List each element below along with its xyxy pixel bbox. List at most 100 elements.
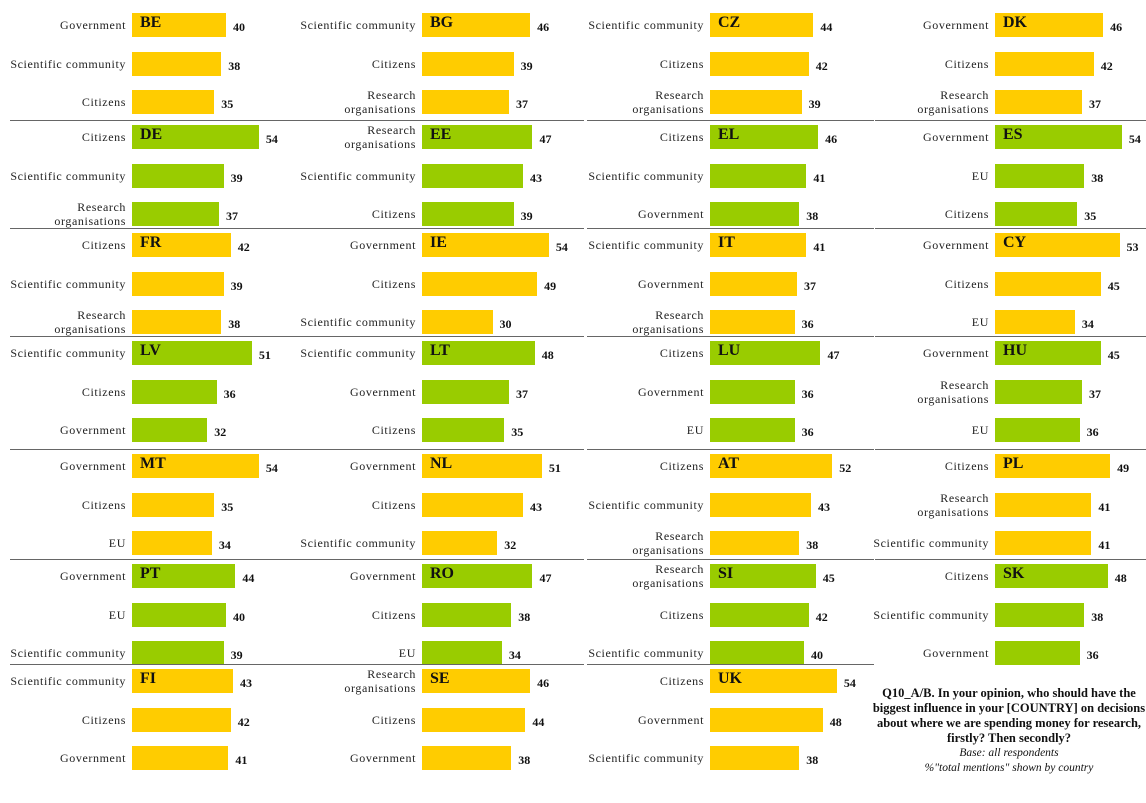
value-label: 35	[511, 425, 524, 439]
value-label: 54	[265, 132, 278, 146]
category-label: Citizens	[659, 130, 704, 144]
category-label: Government	[923, 18, 989, 32]
value-label: 54	[1128, 132, 1141, 146]
category-label: Research organisations	[632, 88, 704, 116]
bar	[710, 708, 823, 732]
bar	[710, 272, 797, 296]
separator	[297, 120, 584, 121]
value-label: 39	[230, 171, 243, 185]
category-label: Citizens	[371, 277, 416, 291]
bar	[995, 52, 1094, 76]
bar	[995, 13, 1104, 37]
bar	[132, 13, 226, 37]
bar	[995, 641, 1080, 665]
value-label: 38	[518, 753, 531, 767]
value-label: 36	[801, 425, 814, 439]
category-label: Citizens	[81, 498, 126, 512]
bar	[995, 125, 1122, 149]
category-label: Scientific community	[300, 18, 416, 32]
value-label: 36	[1086, 648, 1099, 662]
country-code: AT	[718, 455, 740, 472]
bar	[710, 52, 809, 76]
category-label: Scientific community	[588, 169, 704, 183]
value-label: 37	[225, 209, 238, 223]
value-label: 46	[537, 676, 550, 690]
bar	[710, 564, 816, 588]
value-label: 54	[265, 461, 278, 475]
value-label: 36	[801, 317, 814, 331]
category-label: Government	[923, 346, 989, 360]
value-label: 37	[1088, 387, 1101, 401]
category-label: Scientific community	[588, 646, 704, 660]
bar	[710, 202, 800, 226]
value-label: 48	[541, 348, 554, 362]
category-label: Scientific community	[588, 498, 704, 512]
country-code: ES	[1003, 126, 1023, 143]
base: Base: all respondents	[959, 747, 1059, 759]
bar	[132, 669, 234, 693]
bar	[710, 13, 814, 37]
value-label: 39	[520, 209, 533, 223]
category-label: Government	[638, 277, 704, 291]
bar	[995, 493, 1092, 517]
value-label: 54	[555, 240, 568, 254]
category-label: Government	[60, 18, 126, 32]
bar	[710, 164, 807, 188]
value-label: 36	[801, 387, 814, 401]
bar	[710, 310, 795, 334]
bar	[710, 454, 833, 478]
value-label: 32	[504, 538, 517, 552]
value-label: 44	[242, 571, 255, 585]
country-code: EL	[718, 126, 740, 143]
country-code: IT	[718, 234, 735, 251]
value-label: 41	[813, 240, 826, 254]
category-label: EU	[108, 536, 126, 550]
bar	[422, 531, 498, 555]
bar	[422, 746, 512, 770]
value-label: 51	[548, 461, 561, 475]
category-label: Scientific community	[10, 277, 126, 291]
value-label: 39	[230, 279, 243, 293]
category-label: Scientific community	[300, 346, 416, 360]
value-label: 54	[843, 676, 856, 690]
bar	[132, 380, 217, 404]
category-label: Scientific community	[10, 646, 126, 660]
category-label: Research organisations	[344, 88, 416, 116]
bar	[995, 310, 1075, 334]
bar	[422, 125, 533, 149]
country-code: HU	[1003, 342, 1027, 359]
country-code: MT	[140, 455, 166, 472]
separator	[297, 336, 584, 337]
category-label: Scientific community	[10, 169, 126, 183]
category-label: Citizens	[944, 57, 989, 71]
country-code: CZ	[718, 14, 741, 31]
separator	[875, 336, 1146, 337]
bar	[710, 380, 795, 404]
country-code: PT	[140, 565, 161, 582]
separator	[10, 228, 297, 229]
category-label: Government	[638, 713, 704, 727]
value-label: 47	[539, 132, 552, 146]
category-label: Citizens	[371, 207, 416, 221]
bar	[710, 603, 809, 627]
value-label: 49	[1117, 461, 1130, 475]
category-label: Government	[923, 130, 989, 144]
value-label: 38	[806, 538, 819, 552]
category-label: Government	[350, 569, 416, 583]
bar	[422, 341, 535, 365]
value-label: 35	[221, 500, 234, 514]
bar	[132, 90, 215, 114]
question: Q10_A/B. In your opinion, who should hav…	[872, 686, 1146, 745]
value-label: 46	[1110, 20, 1123, 34]
value-label: 46	[537, 20, 550, 34]
category-label: Citizens	[81, 385, 126, 399]
value-label: 39	[230, 648, 243, 662]
value-label: 41	[1098, 500, 1111, 514]
value-label: 53	[1126, 240, 1139, 254]
value-label: 38	[806, 753, 819, 767]
value-label: 47	[539, 571, 552, 585]
country-code: DE	[140, 126, 163, 143]
bar	[422, 52, 514, 76]
value-label: 38	[228, 317, 241, 331]
bar	[132, 52, 222, 76]
